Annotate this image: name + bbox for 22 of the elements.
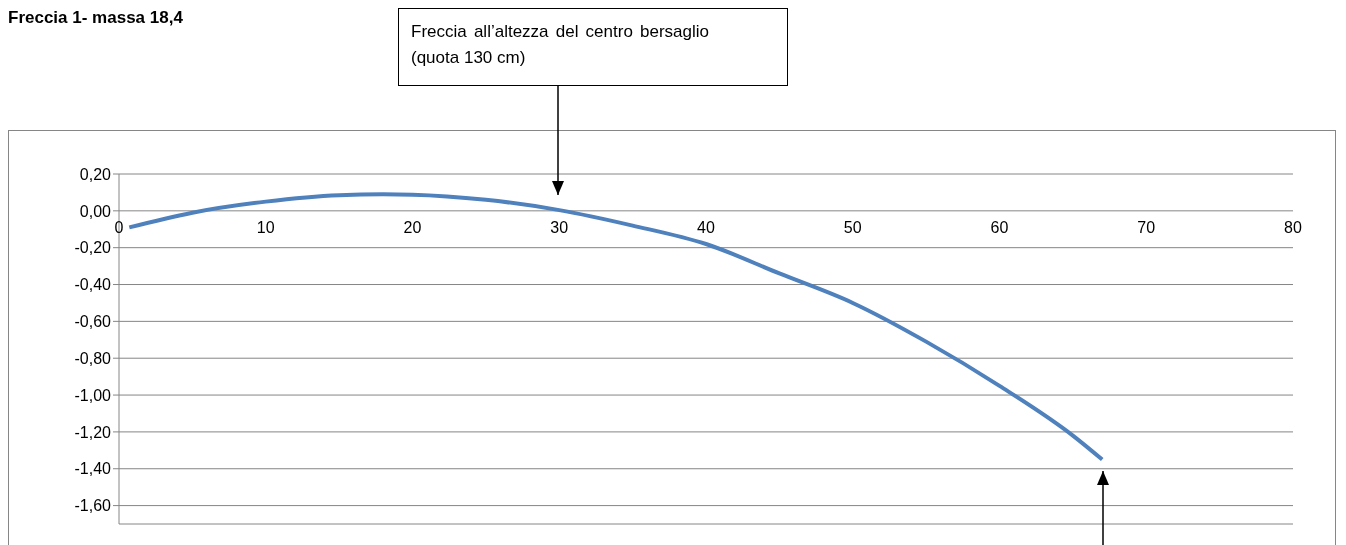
x-tick-label: 10 [256, 219, 275, 237]
y-tick-label: -0,20 [74, 239, 112, 257]
x-tick-label: 30 [550, 219, 569, 237]
x-tick-label: 0 [114, 219, 124, 237]
text: Freccia all’altezza del centro bersaglio (quota 130 cm) [398, 8, 788, 86]
y-tick-label: -0,80 [74, 349, 112, 367]
y-tick-label: -1,00 [74, 386, 112, 404]
x-tick-label: 40 [697, 219, 715, 237]
x-tick-label: 80 [1284, 219, 1302, 237]
y-tick-label: -0,40 [74, 276, 112, 294]
y-tick-label: -0,60 [74, 313, 112, 331]
line-series [127, 192, 1105, 462]
y-tick-label: 0,20 [79, 165, 112, 183]
y-tick-label: -1,20 [74, 423, 112, 441]
x-tick-label: 20 [403, 219, 422, 237]
y-tick-label: -1,40 [74, 460, 112, 478]
y-tick-label: -1,60 [74, 497, 112, 515]
x-tick-label: 50 [843, 219, 862, 237]
chart-title: Freccia 1- massa 18,4 [8, 8, 183, 28]
x-tick-label: 70 [1137, 219, 1156, 237]
x-tick-label: 60 [990, 219, 1009, 237]
y-tick-label: 0,00 [79, 202, 112, 220]
